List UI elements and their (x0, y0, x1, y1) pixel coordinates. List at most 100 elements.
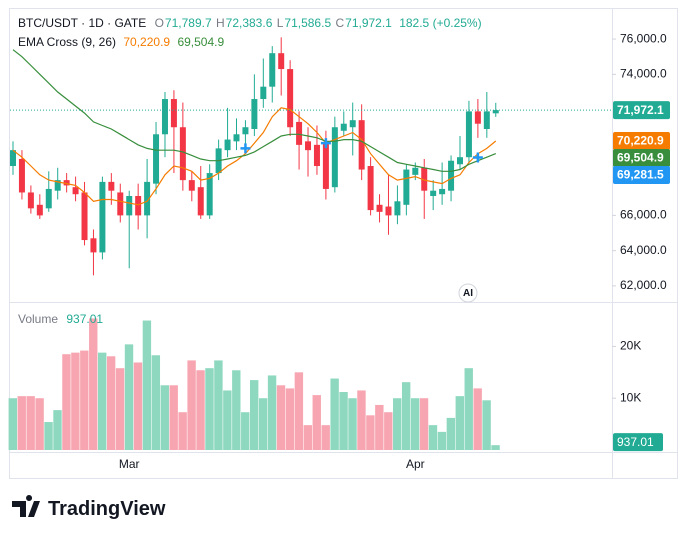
volume-bar (321, 425, 330, 450)
ema-fast-value: 70,220.9 (123, 35, 171, 49)
candle-body (90, 238, 97, 253)
volume-bar (339, 392, 348, 450)
candle-body (465, 111, 472, 158)
candle-body (18, 158, 25, 193)
candle-body (36, 204, 43, 216)
volume-bar (160, 385, 169, 450)
candle-body (251, 99, 258, 129)
candle-body (260, 86, 267, 100)
volume-bar (410, 398, 420, 450)
volume-bar (393, 398, 402, 450)
volume-tag-label: 937.01 (617, 435, 654, 449)
volume-bar (223, 390, 232, 450)
volume-bar (71, 352, 80, 450)
y-tick-label: 74,000.0 (620, 67, 667, 81)
volume-bar (384, 412, 393, 450)
candle-body (117, 192, 124, 216)
volume-bar (169, 385, 178, 450)
ema-slow-value: 69,504.9 (177, 35, 225, 49)
volume-bar (115, 368, 125, 450)
price-tag (613, 148, 670, 167)
price-tag-label: 71,972.1 (617, 103, 664, 117)
y-tick-label: 66,000.0 (620, 208, 667, 222)
volume-tag (613, 433, 663, 452)
volume-title: Volume (18, 312, 59, 326)
candle-body (421, 167, 428, 191)
volume-bar (196, 370, 205, 450)
y-tick-label: 76,000.0 (620, 31, 667, 45)
volume-bar (455, 396, 464, 450)
ohlc-value: 72,383.6 (225, 16, 273, 30)
volume-bar (142, 320, 152, 450)
candle-body (81, 192, 88, 241)
candle-body (233, 134, 240, 142)
volume-bar (124, 344, 134, 450)
indicator-legend: EMA Cross (9, 26) 70,220.9 69,504.9 (18, 35, 225, 49)
volume-bar (232, 370, 241, 450)
volume-bar (187, 360, 196, 450)
cross-marker (240, 143, 251, 154)
price-tag-label: 69,504.9 (617, 151, 664, 165)
candle-body (108, 181, 115, 191)
candle-body (54, 180, 61, 191)
candle-body (474, 111, 481, 124)
volume-bar (26, 396, 35, 450)
volume-bar (428, 425, 438, 450)
candle-body (224, 139, 231, 151)
candle-body (179, 127, 186, 181)
candle-body (287, 69, 294, 128)
volume-bar (80, 350, 89, 450)
volume-bar (44, 422, 53, 450)
candle-body (161, 99, 168, 135)
y-tick-label: 64,000.0 (620, 243, 667, 257)
volume-bar (437, 431, 447, 450)
volume-bar (258, 398, 268, 450)
volume-bar (8, 398, 17, 450)
x-tick-label: Apr (406, 457, 425, 471)
ema-line (12, 107, 497, 206)
candle-body (394, 201, 401, 216)
volume-bar (419, 398, 429, 450)
volume-bar (89, 318, 98, 450)
candle-body (322, 143, 329, 189)
candle-body (72, 187, 79, 195)
candle-body (242, 127, 249, 135)
symbol-header: BTC/USDT · 1D · GATE O71,789.7 H72,383.6… (18, 16, 483, 30)
y-tick-label: 62,000.0 (620, 278, 667, 292)
ai-badge-circle (458, 283, 478, 303)
volume-bar (285, 388, 295, 450)
volume-bar (178, 412, 187, 450)
candle-body (305, 141, 312, 151)
volume-bar (294, 372, 304, 450)
candle-body (144, 181, 151, 216)
ohlc-value: 71,586.5 (284, 16, 332, 30)
candle-body (412, 167, 419, 175)
candle-body (457, 157, 463, 165)
candle-body (197, 187, 204, 216)
candle-body (483, 111, 490, 129)
candle-body (188, 180, 195, 191)
volume-bar (133, 362, 143, 450)
volume-bar (53, 410, 62, 450)
price-tag-label: 69,281.5 (617, 168, 664, 182)
candle-body (430, 190, 437, 196)
candle-body (403, 169, 410, 205)
volume-bar (312, 395, 321, 450)
candle-body (340, 123, 347, 131)
cross-marker (472, 152, 483, 163)
volume-bar (98, 352, 107, 450)
volume-bar (106, 356, 116, 450)
price-tag (613, 101, 670, 120)
candle-body (135, 195, 142, 216)
volume-bar (482, 400, 491, 450)
volume-bar (375, 404, 384, 450)
ai-badge[interactable]: AI (458, 283, 478, 303)
candle-body (27, 192, 34, 209)
candle-body (448, 160, 455, 191)
candle-body (170, 99, 177, 128)
candle-body (126, 195, 133, 216)
candle-body (358, 120, 365, 170)
candle-body (153, 134, 160, 184)
price-tag (613, 131, 670, 150)
